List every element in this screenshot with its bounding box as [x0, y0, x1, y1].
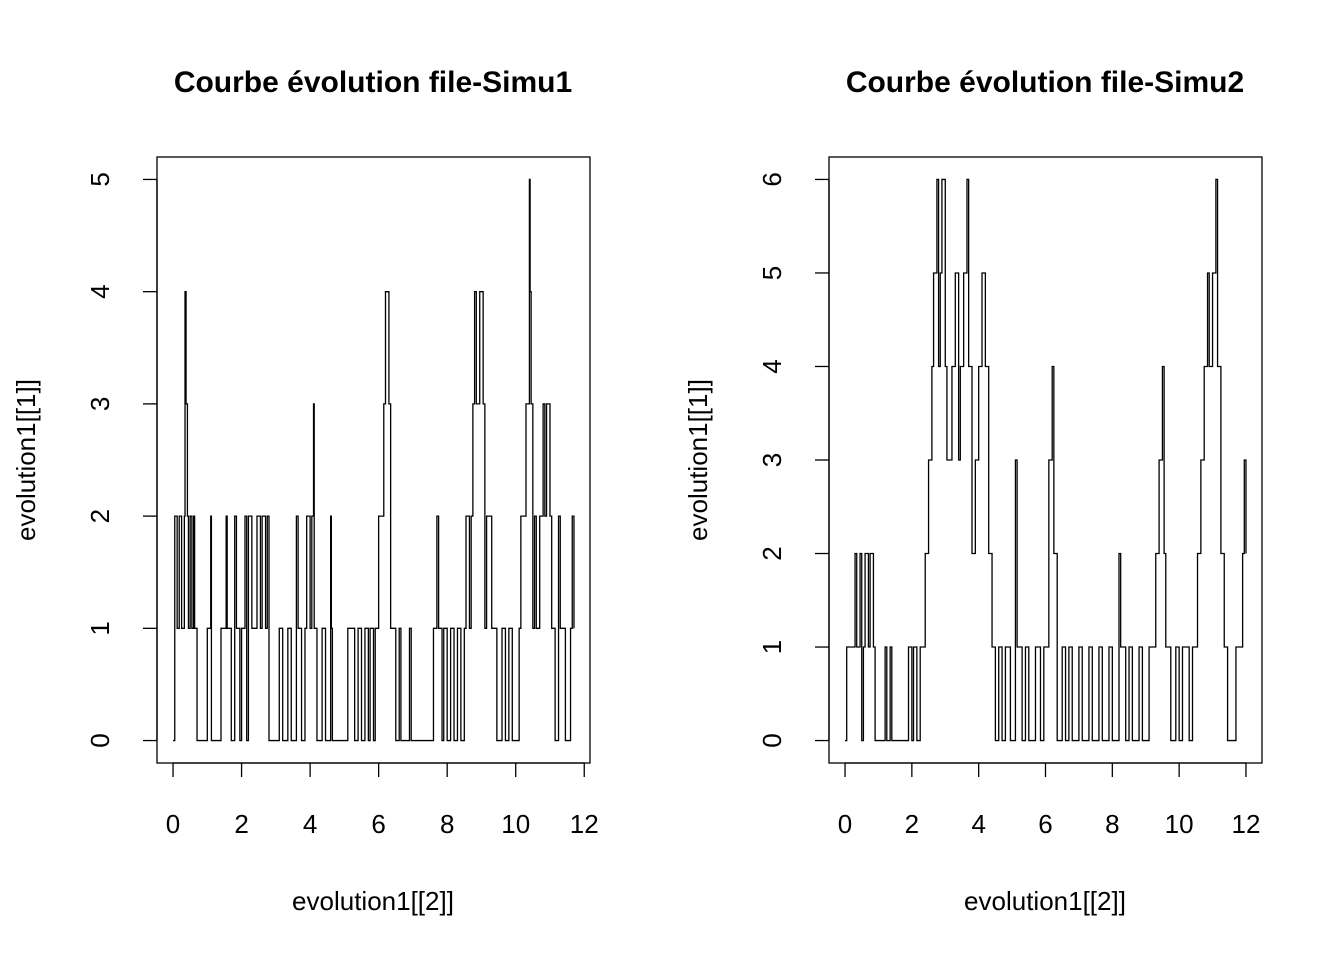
y-tick-label: 6 — [757, 172, 787, 186]
plot-frame — [828, 156, 1263, 764]
y-axis-label: evolution1[[1]] — [683, 379, 713, 541]
y-tick-label: 4 — [85, 284, 115, 298]
step-line — [173, 178, 575, 742]
y-tick-label: 0 — [85, 733, 115, 747]
x-axis-label: evolution1[[2]] — [964, 886, 1126, 916]
x-tick-label: 0 — [838, 809, 852, 839]
chart-title: Courbe évolution file-Simu1 — [174, 66, 572, 99]
y-tick-label: 3 — [757, 453, 787, 467]
x-tick-label: 8 — [1105, 809, 1119, 839]
y-tick-label: 5 — [757, 266, 787, 280]
y-tick-label: 3 — [85, 397, 115, 411]
step-line — [845, 178, 1247, 742]
y-tick-label: 5 — [85, 172, 115, 186]
x-tick-label: 6 — [1038, 809, 1052, 839]
x-tick-label: 12 — [1232, 809, 1261, 839]
y-axis-label: evolution1[[1]] — [11, 379, 41, 541]
x-tick-label: 4 — [971, 809, 985, 839]
chart-title: Courbe évolution file-Simu2 — [846, 66, 1244, 99]
y-tick-label: 0 — [757, 733, 787, 747]
y-tick-label: 2 — [757, 546, 787, 560]
x-tick-label: 12 — [570, 809, 599, 839]
x-tick-label: 10 — [1165, 809, 1194, 839]
x-tick-label: 10 — [501, 809, 530, 839]
y-tick-label: 1 — [757, 640, 787, 654]
x-tick-label: 2 — [905, 809, 919, 839]
x-tick-label: 8 — [440, 809, 454, 839]
x-tick-label: 4 — [303, 809, 317, 839]
x-tick-label: 6 — [371, 809, 385, 839]
x-axis-label: evolution1[[2]] — [292, 886, 454, 916]
y-tick-label: 1 — [85, 621, 115, 635]
x-tick-label: 0 — [166, 809, 180, 839]
y-tick-label: 4 — [757, 359, 787, 373]
y-tick-label: 2 — [85, 509, 115, 523]
x-tick-label: 2 — [234, 809, 248, 839]
